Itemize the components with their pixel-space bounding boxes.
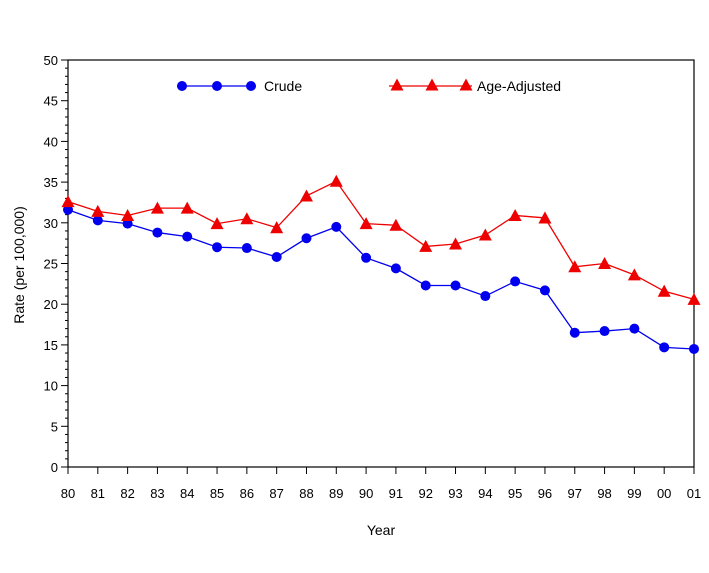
- x-tick-label: 97: [568, 486, 582, 501]
- data-point: [629, 323, 640, 334]
- legend-label: Crude: [264, 78, 302, 94]
- data-point: [689, 343, 699, 354]
- axes: 0 5 10 15 20 25 30 35 40 45 50 80 81 82 83 84 85 86 87 88 89…: [44, 53, 702, 501]
- data-point: [92, 215, 103, 226]
- x-tick-label: 90: [359, 486, 373, 501]
- data-point: [420, 280, 431, 291]
- x-tick-label: 84: [180, 486, 194, 501]
- data-point: [180, 201, 194, 214]
- series-line: [67, 209, 695, 350]
- x-tick-label: 87: [269, 486, 283, 501]
- legend-marker: [212, 81, 222, 91]
- x-tick-label: 94: [478, 486, 492, 501]
- legend-item-age-adjusted: Age-Adjusted: [389, 78, 561, 94]
- data-point: [508, 208, 522, 221]
- data-point: [390, 263, 401, 274]
- x-tick-label: 85: [210, 486, 224, 501]
- series-group: [61, 174, 701, 354]
- y-tick-label: 50: [44, 53, 58, 68]
- data-point: [150, 201, 164, 214]
- x-axis-title: Year: [367, 522, 396, 538]
- y-tick-label: 30: [44, 216, 58, 231]
- data-point: [657, 284, 671, 297]
- legend-marker: [425, 78, 439, 91]
- data-point: [61, 195, 75, 208]
- data-point: [63, 204, 73, 215]
- data-point: [359, 217, 373, 230]
- data-point: [241, 243, 252, 254]
- y-tick-label: 45: [44, 94, 58, 109]
- legend: Crude Age-Adjusted: [177, 78, 561, 94]
- y-tick-label: 25: [44, 257, 58, 272]
- x-tick-label: 00: [657, 486, 671, 501]
- series-age-adjusted: [61, 174, 701, 305]
- x-tick-label: 89: [329, 486, 343, 501]
- data-point: [568, 260, 582, 273]
- data-point: [91, 204, 105, 217]
- y-tick-label: 20: [44, 297, 58, 312]
- x-tick-label: 88: [299, 486, 313, 501]
- x-tick-label: 95: [508, 486, 522, 501]
- data-point: [212, 242, 223, 253]
- x-tick-label: 92: [418, 486, 432, 501]
- data-point: [569, 327, 580, 338]
- series-line: [67, 180, 695, 300]
- data-point: [361, 252, 372, 263]
- legend-label: Age-Adjusted: [477, 78, 561, 94]
- y-axis-title: Rate (per 100,000): [11, 206, 27, 324]
- data-point: [301, 233, 312, 244]
- x-tick-label: 83: [150, 486, 164, 501]
- data-point: [271, 251, 282, 262]
- data-point: [449, 237, 463, 250]
- data-point: [240, 212, 254, 225]
- y-tick-label: 15: [44, 338, 58, 353]
- x-tick-label: 99: [627, 486, 641, 501]
- y-tick-label: 35: [44, 175, 58, 190]
- x-tick-label: 81: [91, 486, 105, 501]
- x-tick-label: 86: [240, 486, 254, 501]
- data-point: [599, 326, 610, 337]
- data-point: [122, 218, 133, 229]
- legend-marker: [390, 78, 404, 91]
- data-point: [450, 280, 461, 291]
- data-point: [419, 239, 433, 252]
- data-point: [538, 211, 552, 224]
- x-tick-label: 82: [120, 486, 134, 501]
- y-tick-label: 0: [51, 460, 58, 475]
- series-crude: [63, 204, 699, 354]
- legend-item-crude: Crude: [177, 78, 302, 94]
- data-point: [329, 174, 343, 187]
- x-tick-label: 91: [389, 486, 403, 501]
- data-point: [152, 227, 163, 238]
- data-point: [478, 228, 492, 241]
- data-point: [299, 189, 313, 202]
- x-tick-label: 98: [597, 486, 611, 501]
- x-tick-label: 80: [61, 486, 75, 501]
- data-point: [389, 218, 403, 231]
- data-point: [510, 276, 521, 287]
- data-point: [121, 208, 135, 221]
- legend-marker: [246, 81, 256, 91]
- y-tick-label: 5: [51, 419, 58, 434]
- data-point: [270, 221, 284, 234]
- data-point: [659, 342, 670, 353]
- data-point: [182, 231, 193, 242]
- x-tick-label: 96: [538, 486, 552, 501]
- data-point: [210, 217, 224, 230]
- x-tick-label: 93: [448, 486, 462, 501]
- data-point: [627, 268, 641, 281]
- legend-marker: [177, 81, 187, 91]
- legend-marker: [459, 78, 473, 91]
- data-point: [539, 285, 550, 296]
- y-tick-label: 40: [44, 134, 58, 149]
- data-point: [331, 221, 342, 232]
- y-tick-label: 10: [44, 379, 58, 394]
- x-tick-label: 01: [687, 486, 701, 501]
- data-point: [598, 257, 612, 270]
- data-point: [480, 291, 491, 302]
- data-point: [687, 292, 701, 305]
